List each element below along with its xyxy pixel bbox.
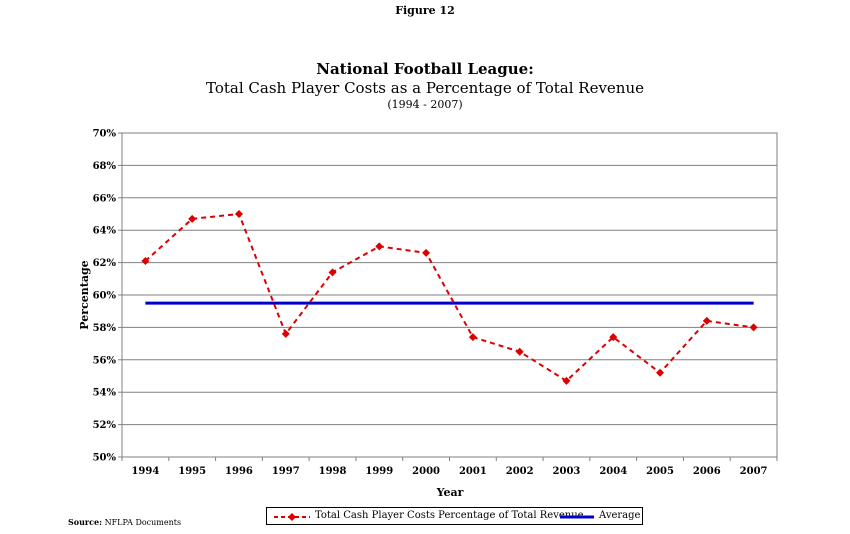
y-tick-label: 56% xyxy=(93,355,117,366)
x-tick-label: 2006 xyxy=(693,466,721,477)
y-axis-ticks: 50% 52% 54% 56% 58% 60% 62% 64% 66% 68% 70% xyxy=(93,129,122,464)
data-point xyxy=(468,333,477,342)
legend-swatch-solid xyxy=(560,515,594,519)
chart-title: National Football League: xyxy=(316,60,534,78)
x-tick-label: 1995 xyxy=(178,466,206,477)
y-axis-title: Percentage xyxy=(78,260,91,329)
legend: Total Cash Player Costs Percentage of To… xyxy=(266,507,643,525)
data-point xyxy=(234,210,243,218)
x-axis-title: Year xyxy=(436,486,464,499)
y-tick-label: 66% xyxy=(93,193,117,204)
legend-label-total-cash: Total Cash Player Costs Percentage of To… xyxy=(315,510,584,521)
y-tick-label: 52% xyxy=(93,420,117,431)
data-point xyxy=(609,333,618,342)
y-tick-label: 54% xyxy=(93,388,117,399)
data-point xyxy=(188,214,197,223)
data-point xyxy=(702,316,711,325)
data-point xyxy=(422,248,431,257)
y-tick-label: 50% xyxy=(93,453,117,464)
series-line-total-cash xyxy=(144,212,754,383)
data-point xyxy=(562,376,571,385)
source-note: Source: NFLPA Documents xyxy=(68,517,181,527)
data-point xyxy=(656,368,665,377)
data-point xyxy=(515,347,524,356)
source-label: Source: xyxy=(68,517,103,527)
gridlines xyxy=(122,164,777,426)
x-tick-label: 2000 xyxy=(412,466,440,477)
x-tick-label: 2007 xyxy=(740,466,768,477)
series-group xyxy=(141,210,758,385)
legend-swatch-dashed-diamond xyxy=(274,513,310,521)
x-tick-label: 2004 xyxy=(599,466,627,477)
y-tick-label: 60% xyxy=(93,291,117,302)
x-tick-label: 1998 xyxy=(319,466,347,477)
x-tick-label: 2001 xyxy=(459,466,487,477)
data-point xyxy=(281,329,290,338)
x-tick-label: 2003 xyxy=(553,466,581,477)
data-point xyxy=(328,268,337,277)
x-tick-label: 1996 xyxy=(225,466,253,477)
y-tick-label: 70% xyxy=(93,129,117,140)
x-tick-label: 1994 xyxy=(131,466,159,477)
legend-label-average: Average xyxy=(599,510,641,521)
x-tick-label: 2005 xyxy=(646,466,674,477)
y-tick-label: 62% xyxy=(93,258,117,269)
chart-subtitle-years: (1994 - 2007) xyxy=(387,98,463,111)
data-point xyxy=(141,256,150,265)
figure-label: Figure 12 xyxy=(395,4,455,17)
source-text: NFLPA Documents xyxy=(104,518,182,527)
x-tick-label: 1997 xyxy=(272,466,300,477)
data-point xyxy=(375,242,384,251)
y-tick-label: 68% xyxy=(93,161,117,172)
x-tick-label: 1999 xyxy=(365,466,393,477)
data-point xyxy=(749,323,758,332)
x-tick-label: 2002 xyxy=(506,466,534,477)
y-tick-label: 58% xyxy=(93,323,117,334)
y-tick-label: 64% xyxy=(93,226,117,237)
x-axis-ticks: 1994 1995 1996 1997 1998 1999 2000 2001 2002 2003… xyxy=(121,457,778,477)
chart-subtitle: Total Cash Player Costs as a Percentage … xyxy=(206,79,644,97)
